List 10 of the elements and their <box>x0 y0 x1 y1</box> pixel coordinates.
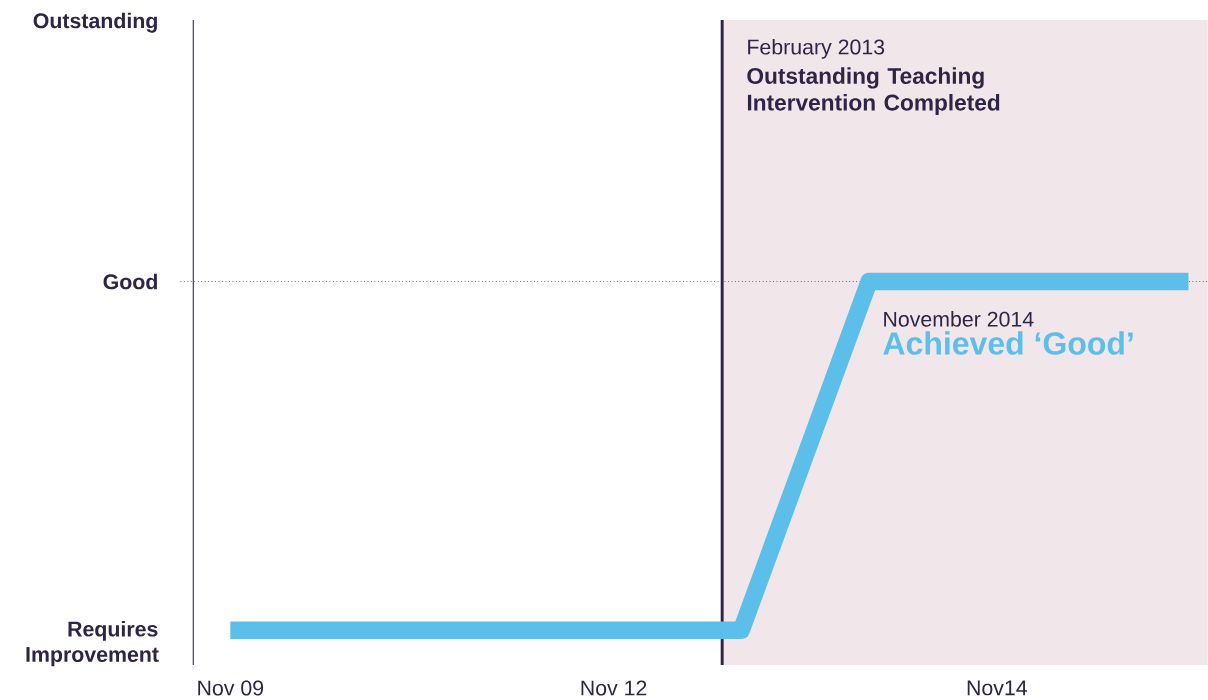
text: Requires Improvement <box>26 620 159 667</box>
text: Outstanding Teaching Intervention Completed <box>747 67 1000 116</box>
annotation: November 2014 <box>884 311 1034 327</box>
text: Outstanding <box>33 12 157 33</box>
text: February 2013 <box>748 38 885 59</box>
x-tick-label: Nov 12 <box>581 680 647 696</box>
x-tick-label: Nov14 <box>967 680 1027 696</box>
annotation: Achieved ‘Good’ <box>883 331 1133 355</box>
x-tick-label: Nov 09 <box>198 680 264 696</box>
text: Good <box>103 273 157 290</box>
